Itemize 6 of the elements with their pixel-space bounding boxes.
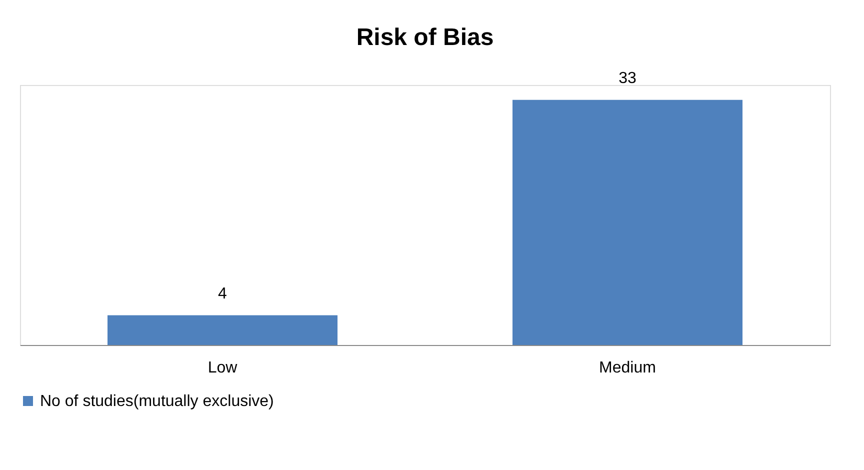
data-label: 33 — [618, 70, 636, 87]
x-tick-label: Low — [208, 360, 238, 376]
data-label: 4 — [218, 285, 228, 302]
x-tick-label: Medium — [599, 360, 656, 376]
legend-label: No of studies(mutually exclusive) — [40, 393, 274, 410]
chart-title: Risk of Bias — [356, 24, 494, 51]
